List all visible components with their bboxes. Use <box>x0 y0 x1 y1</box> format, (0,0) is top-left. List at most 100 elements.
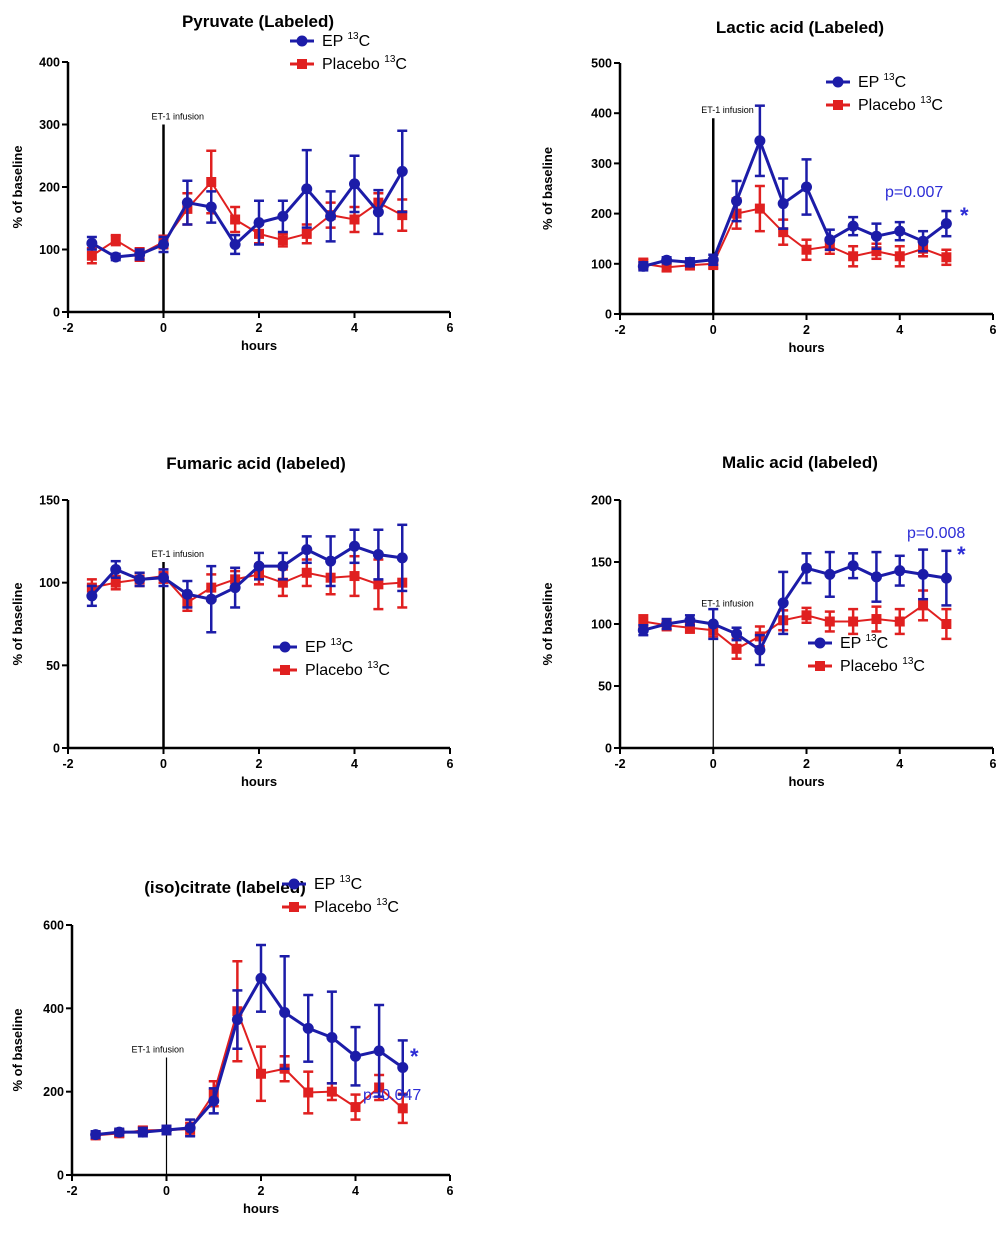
y-tick-label: 0 <box>57 1169 64 1183</box>
y-tick-label: 150 <box>39 494 60 508</box>
significance-star: * <box>957 542 966 567</box>
data-point <box>253 560 265 572</box>
x-tick-label: -2 <box>62 757 73 771</box>
data-point <box>847 560 859 572</box>
x-tick-label: 0 <box>163 1184 170 1198</box>
legend-marker <box>296 35 308 47</box>
data-point <box>373 579 384 590</box>
legend-marker <box>297 59 307 69</box>
data-point <box>137 1126 149 1138</box>
legend-series-name: Placebo <box>305 662 367 679</box>
legend-isotope-element: C <box>378 662 390 679</box>
data-point <box>349 178 360 190</box>
x-tick-label: 2 <box>256 757 263 771</box>
data-point <box>90 1129 102 1141</box>
data-point <box>707 254 719 266</box>
legend-isotope-element: C <box>387 899 399 916</box>
legend-isotope-mass: 13 <box>340 874 352 885</box>
data-point <box>231 1014 243 1026</box>
chart-title: (iso)citrate (labeled) <box>144 878 306 897</box>
data-point <box>801 244 812 255</box>
chart-title: Malic acid (labeled) <box>722 453 878 472</box>
data-point <box>684 256 696 268</box>
et1-infusion-label: ET-1 infusion <box>701 105 754 115</box>
data-point <box>277 560 289 572</box>
y-tick-label: 200 <box>43 1085 64 1099</box>
x-tick-label: 0 <box>710 323 717 337</box>
data-point <box>184 1122 196 1134</box>
data-point <box>396 165 408 177</box>
data-point <box>847 220 859 232</box>
x-tick-label: 6 <box>447 757 454 771</box>
significance-star: * <box>410 1044 419 1069</box>
data-point <box>894 225 906 237</box>
data-point <box>301 183 313 195</box>
data-point <box>940 572 952 584</box>
data-point <box>638 616 649 627</box>
data-point <box>181 588 193 600</box>
data-point <box>326 1032 338 1043</box>
y-axis-label: % of baseline <box>10 145 25 228</box>
y-tick-label: 0 <box>53 742 60 756</box>
legend-series-name: Placebo <box>840 658 902 675</box>
data-point <box>158 572 169 584</box>
data-point <box>778 227 789 238</box>
legend-isotope-mass: 13 <box>384 54 396 65</box>
data-point <box>229 582 241 594</box>
data-point <box>134 573 146 585</box>
data-point <box>824 616 835 627</box>
y-tick-label: 600 <box>43 919 64 933</box>
data-point <box>397 1103 408 1114</box>
data-point <box>637 624 649 636</box>
data-point <box>661 618 673 630</box>
legend-marker <box>833 100 843 110</box>
series-ep <box>637 104 952 272</box>
y-tick-label: 0 <box>605 742 612 756</box>
data-point <box>731 643 742 654</box>
y-tick-label: 150 <box>591 556 612 570</box>
data-point <box>397 1062 409 1073</box>
y-tick-label: 100 <box>39 243 60 257</box>
legend-entry: Placebo 13C <box>314 897 399 916</box>
y-tick-label: 400 <box>591 107 612 121</box>
legend-isotope-element: C <box>931 97 943 114</box>
data-point <box>277 235 288 246</box>
legend-series-name: EP <box>322 33 348 50</box>
legend-entry: Placebo 13C <box>305 660 390 679</box>
data-point <box>110 235 121 246</box>
x-tick-label: 2 <box>258 1184 265 1198</box>
data-point <box>301 544 313 556</box>
legend-series-name: EP <box>305 639 331 656</box>
data-point <box>801 610 812 621</box>
chart-panel-pyruvate: Pyruvate (Labeled) 0 100 200 300 400 -2 0 2 4 6 hou… <box>0 0 470 390</box>
x-tick-label: 2 <box>803 323 810 337</box>
data-point <box>302 1022 314 1034</box>
significance-star: * <box>960 203 969 228</box>
legend-isotope-element: C <box>895 74 907 91</box>
series-placebo <box>86 554 408 613</box>
legend-isotope-element: C <box>359 33 371 50</box>
legend-marker <box>280 665 290 675</box>
y-axis-label: % of baseline <box>540 147 555 230</box>
data-point <box>350 1050 361 1062</box>
data-point <box>255 972 267 984</box>
p-value-label: p=0.008 <box>907 525 965 542</box>
x-tick-label: -2 <box>614 757 625 771</box>
data-point <box>372 206 384 218</box>
data-point <box>871 246 882 257</box>
data-point <box>161 1124 172 1136</box>
legend-isotope-mass: 13 <box>884 72 896 83</box>
x-tick-label: -2 <box>66 1184 77 1198</box>
x-axis-label: hours <box>243 1201 279 1216</box>
data-point <box>181 197 193 209</box>
p-value-label: p=0.047 <box>363 1087 421 1104</box>
et1-infusion-label: ET-1 infusion <box>152 549 205 559</box>
data-point <box>205 201 217 213</box>
legend-series-name: Placebo <box>322 56 384 73</box>
data-point <box>279 1007 291 1018</box>
x-tick-label: 4 <box>896 757 903 771</box>
x-axis-label: hours <box>241 338 277 353</box>
data-point <box>110 577 121 588</box>
y-tick-label: 500 <box>591 57 612 71</box>
